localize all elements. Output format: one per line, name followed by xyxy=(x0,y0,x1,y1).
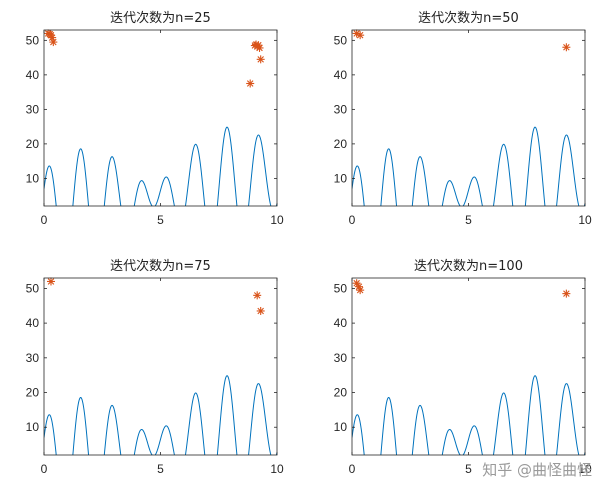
y-tick-label: 20 xyxy=(334,137,348,151)
y-tick-label: 50 xyxy=(26,33,40,47)
y-tick-label: 40 xyxy=(334,68,348,82)
x-tick-label: 0 xyxy=(41,213,48,227)
y-tick-label: 40 xyxy=(334,316,348,330)
subplot-title: 迭代次数为n=100 xyxy=(414,258,523,274)
particle-marker xyxy=(255,43,264,52)
axes-box xyxy=(43,277,278,456)
y-tick-label: 10 xyxy=(334,171,348,185)
y-tick-label: 10 xyxy=(26,420,40,434)
y-tick-label: 40 xyxy=(26,68,40,82)
y-tick-label: 10 xyxy=(334,420,348,434)
y-tick-label: 30 xyxy=(334,102,348,116)
x-tick-label: 5 xyxy=(465,462,472,476)
subplot-2: 迭代次数为n=50 0 5 10 10 20 30 40 50 xyxy=(334,10,592,227)
y-tick-label: 10 xyxy=(26,171,40,185)
x-tick-label: 10 xyxy=(578,462,592,476)
particle-marker xyxy=(46,277,55,286)
particle-marker xyxy=(253,291,262,300)
y-tick-label: 50 xyxy=(334,281,348,295)
y-tick-label: 30 xyxy=(334,351,348,365)
y-tick-label: 50 xyxy=(26,281,40,295)
particle-marker xyxy=(49,38,58,47)
y-tick-label: 50 xyxy=(334,33,348,47)
y-tick-label: 20 xyxy=(334,386,348,400)
y-tick-label: 20 xyxy=(26,137,40,151)
particle-marker xyxy=(562,289,571,298)
subplot-title: 迭代次数为n=75 xyxy=(110,258,211,274)
x-tick-label: 0 xyxy=(41,462,48,476)
x-tick-label: 10 xyxy=(270,462,284,476)
axes-box xyxy=(351,29,586,207)
x-tick-label: 5 xyxy=(157,213,164,227)
x-tick-label: 0 xyxy=(349,213,356,227)
particle-marker xyxy=(356,286,365,295)
axes-box xyxy=(43,29,278,207)
y-tick-label: 40 xyxy=(26,316,40,330)
x-tick-label: 5 xyxy=(157,462,164,476)
x-tick-label: 5 xyxy=(465,213,472,227)
particle-marker xyxy=(256,306,265,315)
function-curve xyxy=(44,375,277,455)
subplot-title: 迭代次数为n=50 xyxy=(418,10,519,26)
y-tick-label: 30 xyxy=(26,351,40,365)
x-tick-label: 0 xyxy=(349,462,356,476)
axes-box xyxy=(351,277,586,456)
particle-marker xyxy=(356,31,365,40)
subplot-3: 迭代次数为n=75 0 5 10 10 20 30 40 50 xyxy=(26,258,284,476)
particle-marker xyxy=(354,282,363,291)
watermark: 知乎 @曲怪曲怪 xyxy=(482,461,592,479)
x-tick-label: 10 xyxy=(270,213,284,227)
function-curve xyxy=(44,126,277,206)
function-curve xyxy=(352,375,585,455)
y-tick-label: 20 xyxy=(26,386,40,400)
particle-marker xyxy=(256,55,265,64)
particle-marker xyxy=(246,79,255,88)
subplot-1: 迭代次数为n=25 0 5 10 10 20 30 40 50 xyxy=(26,10,284,227)
function-curve xyxy=(352,126,585,206)
x-tick-label: 10 xyxy=(578,213,592,227)
particle-marker xyxy=(562,43,571,52)
y-tick-label: 30 xyxy=(26,102,40,116)
subplot-4: 迭代次数为n=100 0 5 10 10 20 30 40 50 xyxy=(334,258,592,476)
subplot-title: 迭代次数为n=25 xyxy=(110,10,211,26)
